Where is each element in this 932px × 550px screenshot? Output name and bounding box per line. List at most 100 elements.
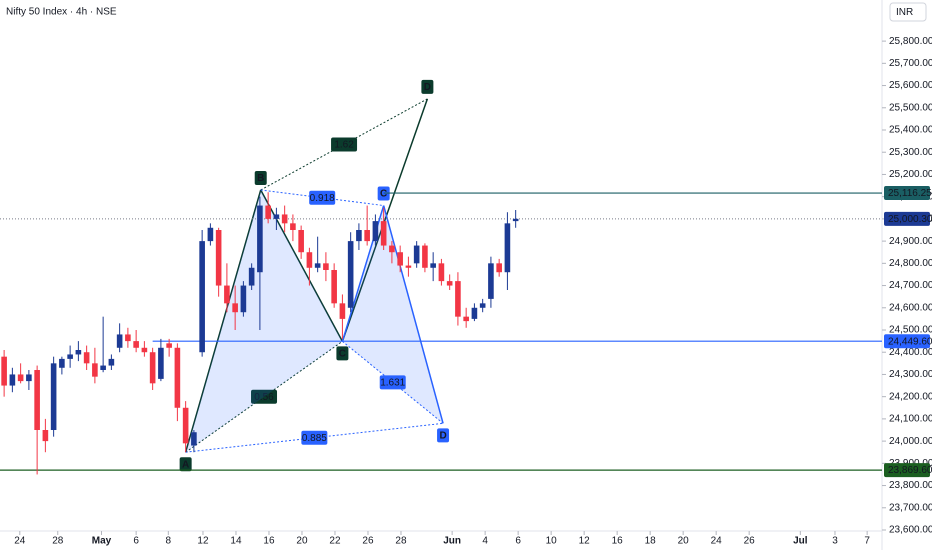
candle-body <box>207 227 214 242</box>
level-box <box>884 463 930 478</box>
candle-body <box>397 252 403 266</box>
candle-body <box>224 285 230 304</box>
candle-body <box>232 303 238 313</box>
point-label: B <box>257 173 264 184</box>
candle-body <box>125 334 131 342</box>
candle-body <box>108 358 115 366</box>
candle-body <box>339 303 346 319</box>
candle-body <box>430 263 436 268</box>
pattern-leg <box>382 205 444 424</box>
ratio-label: 1.62 <box>334 140 354 151</box>
level-label: 24,449.60 <box>888 336 932 347</box>
level-box <box>884 186 930 201</box>
candle-body <box>512 218 519 222</box>
y-tick-label: 24,400.00 <box>889 347 932 358</box>
level-box <box>884 334 930 349</box>
point-box <box>437 428 450 443</box>
point-box <box>421 79 434 94</box>
point-label: C <box>339 348 346 359</box>
y-tick-label: 25,800.00 <box>889 36 932 47</box>
level-label: 23,869.60 <box>888 465 932 476</box>
candle-body <box>42 430 49 442</box>
candle-body <box>191 432 197 446</box>
point-box <box>179 457 192 472</box>
x-tick-label: 22 <box>329 536 341 547</box>
currency[interactable]: INR <box>896 7 913 18</box>
candle-body <box>174 347 181 408</box>
y-tick-label: 24,200.00 <box>889 391 932 402</box>
point-label: D <box>424 82 431 93</box>
candle-body <box>323 263 329 270</box>
candle-body <box>133 341 139 348</box>
candle-body <box>298 230 304 253</box>
x-tick-label: 28 <box>52 536 64 547</box>
y-tick-label: 25,200.00 <box>889 169 932 180</box>
candle-body <box>347 241 354 308</box>
ratio-label: 0.918 <box>310 193 335 204</box>
candle-body <box>306 252 313 268</box>
candle-body <box>265 205 271 219</box>
level-label: 25,116.25 <box>888 188 932 199</box>
x-tick-label: 20 <box>678 536 690 547</box>
pattern-fill <box>185 190 343 453</box>
x-tick-label: Jul <box>793 536 808 547</box>
x-tick-label: 7 <box>864 536 870 547</box>
candle-body <box>257 205 263 273</box>
x-tick-label: 8 <box>166 536 172 547</box>
x-tick-label: 10 <box>546 536 558 547</box>
y-tick-label: 25,700.00 <box>889 58 932 69</box>
candle-body <box>455 281 461 317</box>
ratio-box <box>251 389 278 404</box>
x-tick-label: 6 <box>515 536 521 547</box>
candle-body <box>158 347 164 379</box>
candle-body <box>356 230 362 242</box>
candle-body <box>281 214 288 224</box>
y-tick-label: 24,700.00 <box>889 280 932 291</box>
candle-body <box>248 267 255 286</box>
y-tick-label: 23,600.00 <box>889 525 932 536</box>
x-tick-label: 12 <box>197 536 209 547</box>
point-box <box>254 171 267 185</box>
candle-body <box>479 303 486 308</box>
candle-body <box>504 223 511 273</box>
candle-body <box>405 265 412 268</box>
candle-body <box>149 352 156 384</box>
candle-body <box>166 343 172 348</box>
candle-body <box>50 363 57 430</box>
candle-body <box>496 263 502 273</box>
ratio-box <box>331 137 358 152</box>
ratio-box <box>309 190 336 205</box>
x-tick-label: 24 <box>711 536 723 547</box>
x-tick-label: 26 <box>744 536 756 547</box>
x-tick-label: 3 <box>832 536 838 547</box>
x-tick-label: 20 <box>296 536 308 547</box>
level-label: 25,000.30 <box>888 214 932 225</box>
y-tick-label: 24,300.00 <box>889 369 932 380</box>
candle-body <box>141 347 148 353</box>
point-label: A <box>182 459 189 470</box>
candle-body <box>463 316 469 322</box>
x-tick-label: 16 <box>612 536 624 547</box>
point-box <box>336 346 349 361</box>
candle-body <box>100 365 106 370</box>
candle-body <box>446 281 453 286</box>
plot: 0.56 1.62 A B C D 0.918 1.631 0.885 C D <box>0 40 886 535</box>
y-tick-label: 24,900.00 <box>889 236 932 247</box>
pattern-leg <box>341 98 429 342</box>
candle-body <box>438 263 445 282</box>
candle-body <box>372 221 379 242</box>
y-tick-label: 23,700.00 <box>889 502 932 513</box>
candle-body <box>314 263 321 268</box>
currency-box[interactable] <box>889 2 927 22</box>
candle-body <box>471 307 478 319</box>
y-tick-label: 24,000.00 <box>889 436 932 447</box>
x-tick-label: 28 <box>395 536 407 547</box>
y-tick-label: 25,300.00 <box>889 147 932 158</box>
candle-body <box>199 241 205 353</box>
point-label: C <box>380 189 387 200</box>
candle-body <box>182 407 189 444</box>
candle-body <box>240 285 247 313</box>
candle-body <box>26 374 32 382</box>
